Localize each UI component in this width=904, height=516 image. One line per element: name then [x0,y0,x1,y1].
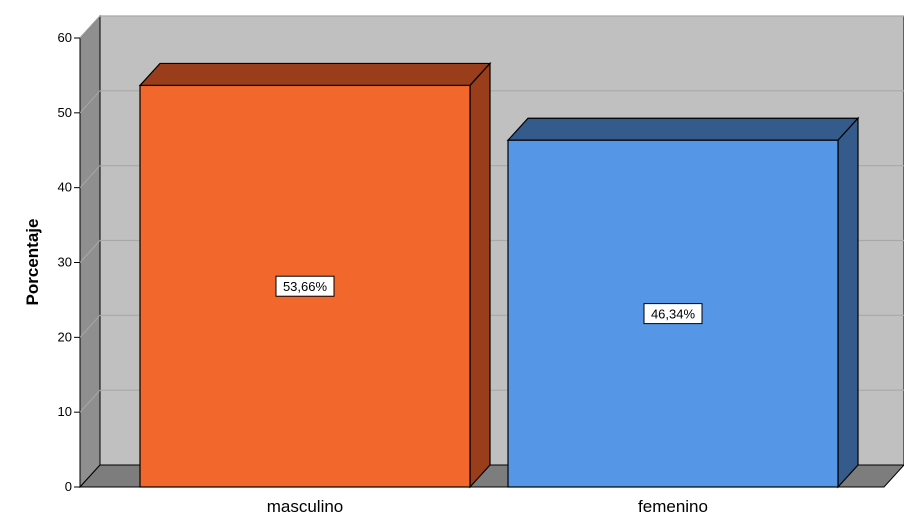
bar-top-masculino [138,62,492,87]
y-tick-label: 30 [58,255,72,270]
gridline-side [79,314,101,338]
y-tick-label: 60 [58,30,72,45]
y-tick-label: 0 [65,479,72,494]
y-axis-title: Porcentaje [23,219,42,306]
category-labels: masculino femenino [267,497,708,516]
y-tick-label: 40 [58,180,72,195]
data-label: 46,34% [651,307,696,322]
x-tick-label: masculino [267,497,344,516]
gridline-side [79,165,101,189]
bar-side-femenino [837,116,859,489]
y-tick-label: 10 [58,404,72,419]
gridline-side [79,240,101,263]
data-label: 53,66% [283,279,328,294]
gridline-side [79,90,101,114]
data-labels: 53,66% 46,34% [275,275,703,325]
y-tick-label: 20 [58,329,72,344]
x-tick-label: femenino [638,497,708,516]
bar-top-femenino [506,117,860,141]
y-tick-label: 50 [58,105,72,120]
bar-side-masculino [469,61,491,489]
gridline-side [79,389,101,413]
y-axis: 0 10 20 30 40 50 60 [58,30,80,494]
gridline-side [79,15,101,39]
data-label-box [643,303,703,325]
data-label-box [275,275,335,297]
